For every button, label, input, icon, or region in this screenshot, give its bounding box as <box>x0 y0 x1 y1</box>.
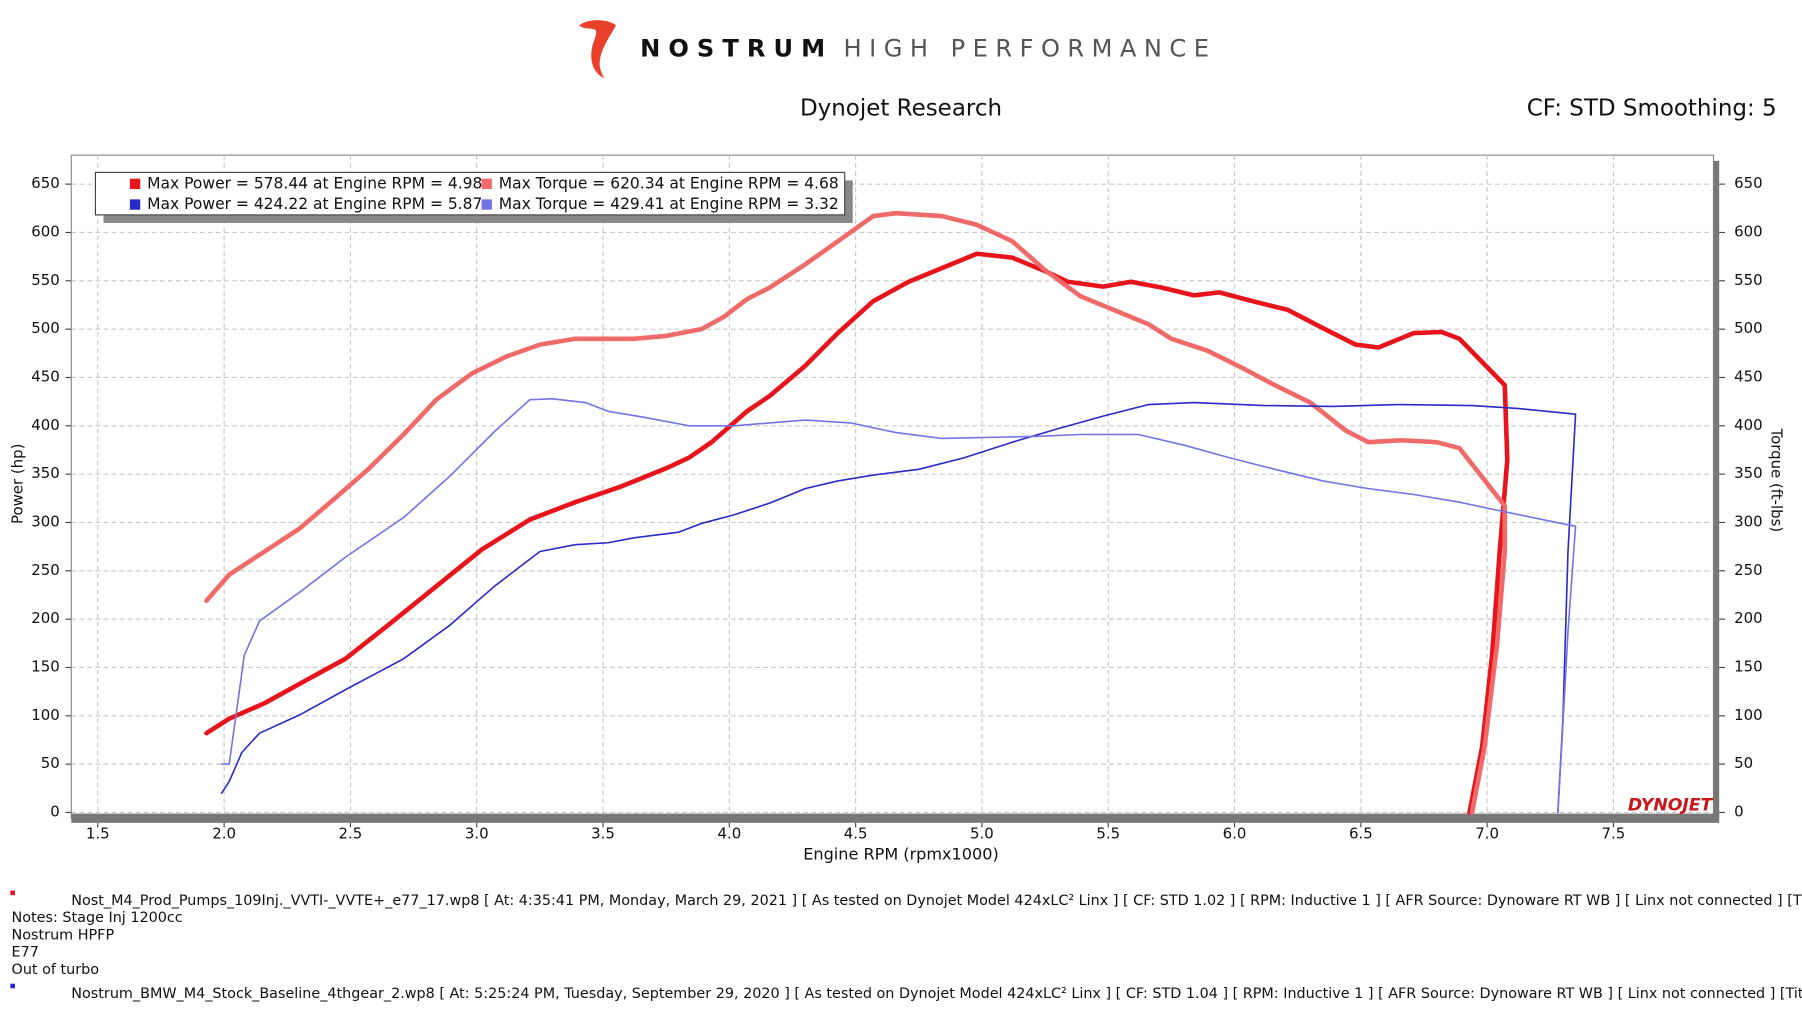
x-tick-label: 4.5 <box>844 824 868 842</box>
note: Notes: Stage Inj 1200cc <box>12 910 183 926</box>
series-line <box>204 251 1510 815</box>
y2-tick-label: 300 <box>1734 512 1762 530</box>
plot-frame <box>70 154 1715 819</box>
y2-tick-label: 200 <box>1734 609 1762 627</box>
y-tick-label: 150 <box>31 657 59 675</box>
y2-tick-label: 400 <box>1734 416 1762 434</box>
right-axis-band <box>1713 160 1720 819</box>
x-tick-label: 2.5 <box>339 824 363 842</box>
series-line <box>204 210 1508 815</box>
brand-sub: HIGH PERFORMANCE <box>844 34 1217 62</box>
note: E77 <box>12 945 39 961</box>
y-tick-label: 300 <box>31 512 59 530</box>
x-tick-label: 3.0 <box>465 824 489 842</box>
legend-label: Max Power = 578.44 at Engine RPM = 4.98 <box>147 174 482 192</box>
x-tick-label: 6.0 <box>1223 824 1247 842</box>
series-line <box>220 401 1577 814</box>
x-tick-label: 5.0 <box>970 824 994 842</box>
y2-tick-label: 450 <box>1734 367 1762 385</box>
legend-swatch <box>129 178 141 190</box>
y2-tick-label: 0 <box>1734 802 1744 820</box>
y-tick-label: 400 <box>31 416 59 434</box>
watermark: DYNOJET <box>1628 796 1714 816</box>
legend-label: Max Power = 424.22 at Engine RPM = 5.87 <box>147 195 482 213</box>
y-tick-label: 100 <box>31 706 59 724</box>
y-axis-label: Power (hp) <box>8 444 26 524</box>
y-tick-label: 250 <box>31 561 59 579</box>
x-tick-label: 6.5 <box>1349 824 1373 842</box>
y2-tick-label: 150 <box>1734 657 1762 675</box>
y2-tick-label: 600 <box>1734 222 1762 240</box>
legend-label: Max Torque = 429.41 at Engine RPM = 3.32 <box>499 195 839 213</box>
y-tick-label: 550 <box>31 271 59 289</box>
note: Nostrum HPFP <box>12 927 115 943</box>
x-tick-label: 7.5 <box>1602 824 1626 842</box>
y2-tick-label: 350 <box>1734 464 1762 482</box>
y2-tick-label: 50 <box>1734 754 1753 772</box>
y2-axis-label: Torque (ft-lbs) <box>1768 428 1786 533</box>
y-tick-label: 0 <box>50 802 59 820</box>
run2: Nostrum_BMW_M4_Stock_Baseline_4thgear_2.… <box>71 986 1802 1002</box>
legend-swatch <box>481 178 492 190</box>
x-tick-label: 2.0 <box>212 824 236 842</box>
x-tick-label: 4.0 <box>717 824 741 842</box>
x-axis-band <box>71 813 1720 823</box>
series-line <box>220 397 1577 814</box>
y-tick-label: 600 <box>31 222 59 240</box>
y-tick-label: 350 <box>31 464 59 482</box>
y-tick-label: 450 <box>31 367 59 385</box>
x-tick-label: 1.5 <box>86 824 110 842</box>
brand: NOSTRUM <box>640 34 833 62</box>
legend-swatch <box>129 199 141 210</box>
y2-tick-label: 650 <box>1734 174 1762 192</box>
legend-label: Max Torque = 620.34 at Engine RPM = 4.68 <box>499 174 839 192</box>
y-tick-label: 650 <box>31 174 59 192</box>
logo <box>579 20 617 79</box>
run1-marker <box>10 890 15 896</box>
y2-tick-label: 100 <box>1734 706 1762 724</box>
chart-title: Dynojet Research <box>800 96 1002 122</box>
lines <box>204 210 1577 815</box>
run1: Nost_M4_Prod_Pumps_109Inj._VVTI-_VVTE+_e… <box>71 893 1802 909</box>
legend-box <box>94 171 846 216</box>
x-axis-label: Engine RPM (rpmx1000) <box>803 844 999 863</box>
note: Out of turbo <box>12 962 100 978</box>
run2-marker <box>10 983 15 989</box>
legend-swatch <box>481 199 492 210</box>
x-tick-label: 7.0 <box>1475 824 1499 842</box>
y-tick-label: 50 <box>41 754 60 772</box>
y2-tick-label: 500 <box>1734 319 1762 337</box>
y-tick-label: 500 <box>31 319 59 337</box>
settings: CF: STD Smoothing: 5 <box>1527 96 1777 122</box>
legend: Max Power = 578.44 at Engine RPM = 4.98 M… <box>129 174 839 213</box>
y2-tick-label: 250 <box>1734 561 1762 579</box>
y-tick-label: 200 <box>31 609 59 627</box>
x-tick-label: 3.5 <box>591 824 615 842</box>
x-tick-label: 5.5 <box>1096 824 1120 842</box>
y2-tick-label: 550 <box>1734 271 1762 289</box>
